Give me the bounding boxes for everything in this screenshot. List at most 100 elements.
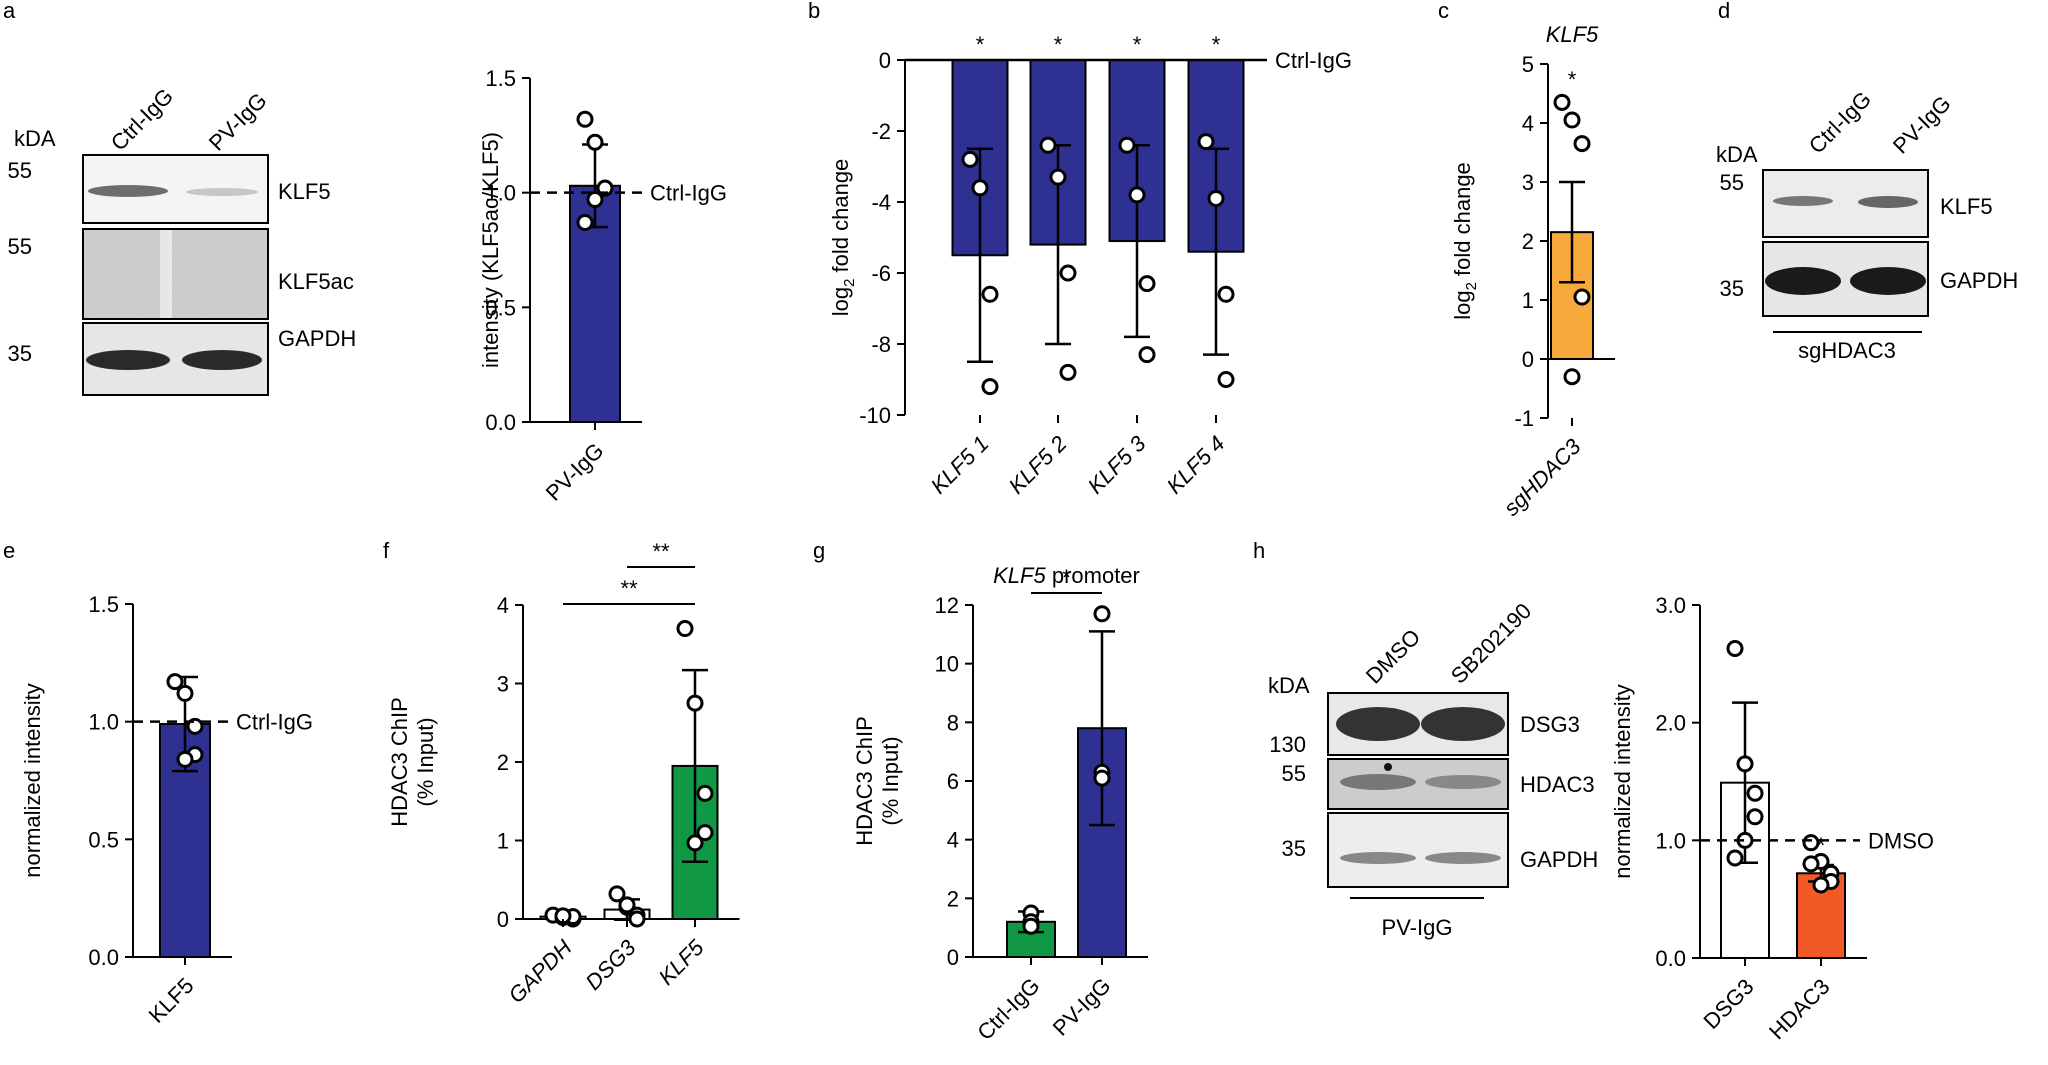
data-point: [696, 824, 714, 842]
data-point: [961, 150, 979, 168]
data-point: [1197, 133, 1215, 151]
blot-h-marker-2: 55: [1282, 761, 1306, 786]
blot-h-kda-label: kDA: [1268, 673, 1310, 698]
data-point: [1039, 136, 1057, 154]
blot-d-marker-2: 35: [1720, 276, 1744, 301]
y-tick-label: 4: [497, 593, 509, 618]
data-point: [618, 896, 636, 914]
data-point: [1726, 640, 1744, 658]
reference-label: Ctrl-IgG: [650, 181, 727, 206]
data-point: [981, 378, 999, 396]
y-tick-label: 1.5: [485, 66, 516, 91]
bracket-label: *: [1062, 565, 1071, 590]
data-point: [1217, 371, 1235, 388]
data-point: [176, 684, 194, 702]
data-point: [1207, 189, 1225, 207]
blot-h-band: [1340, 852, 1416, 864]
significance-label: *: [1133, 32, 1142, 57]
blot-h-row-2: HDAC3: [1520, 772, 1595, 797]
blot-a-marker-2: 55: [8, 234, 32, 259]
data-point: [1022, 917, 1040, 935]
panel-label-h: h: [1253, 538, 1265, 563]
panel-label-c: c: [1438, 0, 1449, 23]
data-point: [696, 784, 714, 802]
blot-d-band: [1850, 267, 1926, 295]
blot-d-band: [1773, 196, 1833, 206]
blot-a-row-1: KLF5: [278, 179, 331, 204]
chart-g: 0 2 4 6 8 10 12 HDAC3 ChIP (% Input) KLF5 promote…: [852, 563, 1148, 1045]
blot-a: kDA Ctrl-IgG PV-IgG 55 55 35 KLF5 KLF5ac…: [8, 83, 356, 396]
data-point: [1573, 135, 1591, 153]
data-point: [1726, 849, 1744, 867]
data-point: [981, 285, 999, 303]
significance-label: *: [976, 32, 985, 57]
blot-a-marker-1: 55: [8, 158, 32, 183]
data-point: [1812, 876, 1830, 894]
blot-a-band: [86, 350, 170, 370]
chart-f: 0 1 2 3 4 HDAC3 ChIP (% Input) GAPDH DSG3 KLF5 ** *…: [387, 539, 740, 1008]
y-tick-label: 3: [497, 672, 509, 697]
data-point: [676, 620, 694, 638]
blot-h-membrane-gapdh: [1327, 812, 1509, 888]
x-tick-label: HDAC3: [1764, 974, 1834, 1044]
y-tick-label: 8: [947, 710, 959, 735]
panel-label-e: e: [3, 538, 15, 563]
data-point: [1746, 808, 1764, 826]
reference-label: Ctrl-IgG: [236, 710, 313, 735]
blot-h: kDA DMSO SB202190 130 55 35 DSG3 HDAC3 G…: [1268, 598, 1598, 940]
data-point: [1118, 136, 1136, 154]
panel-label-g: g: [813, 538, 825, 563]
y-tick-label: 0.0: [485, 410, 516, 435]
y-tick-label: 1: [1522, 288, 1534, 313]
y-tick-label: 4: [1522, 111, 1534, 136]
x-tick-label: DSG3: [580, 934, 641, 995]
blot-a-band: [182, 350, 262, 370]
blot-h-row-3: GAPDH: [1520, 847, 1598, 872]
data-point: [1138, 275, 1156, 293]
blot-h-band: [1340, 774, 1416, 790]
y-tick-label: -10: [859, 403, 891, 428]
y-tick-label: 10: [935, 652, 959, 677]
y-tick-label: -6: [871, 261, 891, 286]
blot-h-band: [1425, 775, 1501, 789]
y-axis-title: normalized intensity: [1610, 684, 1635, 878]
y-tick-label: 0.5: [485, 295, 516, 320]
y-tick-label: 2: [1522, 229, 1534, 254]
y-tick-label: 1.0: [1655, 828, 1686, 853]
y-axis-title: HDAC3 ChIP: [852, 716, 877, 846]
data-point: [1563, 111, 1581, 129]
x-tick-label: GAPDH: [504, 935, 577, 1008]
blot-d-row-1: KLF5: [1940, 194, 1993, 219]
data-point: [1553, 93, 1571, 111]
blot-d-lane-1: Ctrl-IgG: [1804, 86, 1876, 158]
y-tick-label: -8: [871, 332, 891, 357]
blot-a-band: [88, 185, 168, 197]
blot-d-kda-label: kDA: [1716, 142, 1758, 167]
blot-a-band: [186, 188, 258, 196]
y-tick-label: 4: [947, 828, 959, 853]
blot-h-lane-1: DMSO: [1361, 624, 1425, 688]
blot-h-group-label: PV-IgG: [1382, 915, 1453, 940]
y-tick-label: 0: [497, 907, 509, 932]
bracket-label: **: [620, 576, 638, 601]
data-point: [166, 673, 184, 691]
blot-a-row-3: GAPDH: [278, 326, 356, 351]
blot-a-row-2: KLF5ac: [278, 269, 354, 294]
blot-d-marker-1: 55: [1720, 170, 1744, 195]
data-point: [176, 750, 194, 768]
blot-d-lane-2: PV-IgG: [1888, 91, 1956, 159]
y-axis-title: log2 fold change: [828, 159, 858, 317]
blot-h-row-1: DSG3: [1520, 712, 1580, 737]
data-point: [686, 834, 704, 852]
y-axis-title: (% Input): [413, 717, 438, 806]
data-point: [1573, 288, 1591, 306]
data-point: [1563, 368, 1581, 386]
chart-e: 0.0 0.5 1.0 1.5 normalized intensity KLF5 Ctrl…: [20, 592, 313, 1028]
blot-d-group-label: sgHDAC3: [1798, 338, 1896, 363]
data-point: [1093, 769, 1111, 787]
data-point: [1736, 755, 1754, 773]
y-tick-label: 6: [947, 769, 959, 794]
data-point: [576, 213, 594, 231]
blot-h-spot: [1384, 763, 1392, 771]
